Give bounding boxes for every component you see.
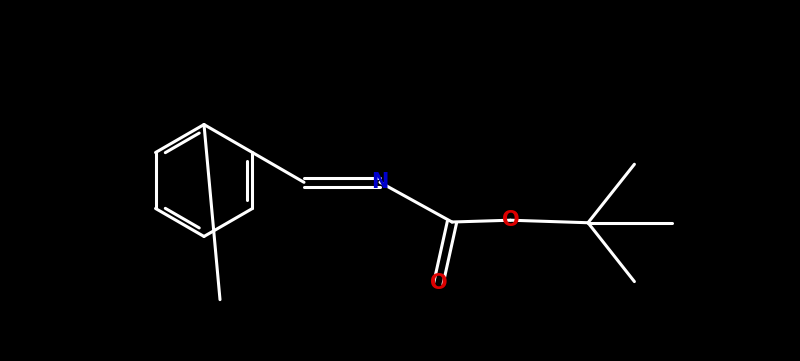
Text: N: N <box>371 172 389 192</box>
Text: O: O <box>430 273 447 293</box>
Text: O: O <box>502 210 519 230</box>
